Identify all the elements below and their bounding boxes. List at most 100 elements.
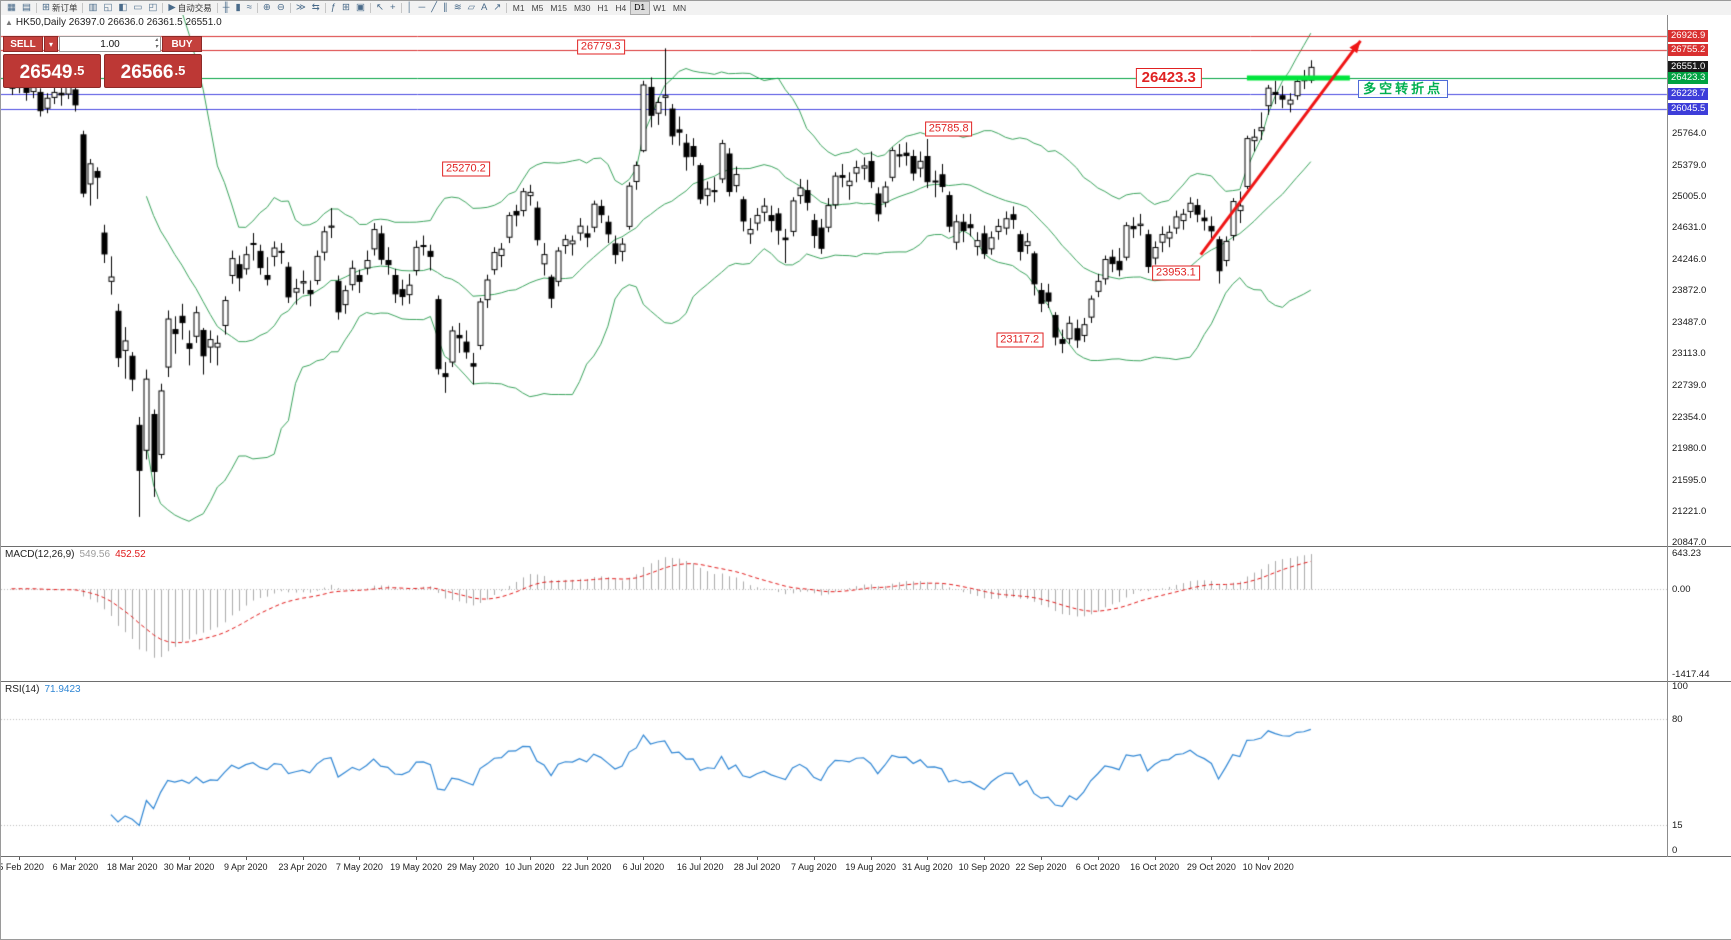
timeframe-M30[interactable]: M30 xyxy=(573,3,591,13)
time-axis-label: 22 Jun 2020 xyxy=(561,862,612,872)
timeframe-H4[interactable]: H4 xyxy=(615,3,627,13)
data-window-button[interactable]: ◱ xyxy=(100,2,115,14)
new-order-button[interactable]: ⊞ 新订单 xyxy=(39,2,80,14)
time-axis-label: 6 Mar 2020 xyxy=(52,862,99,872)
zoom-out-button[interactable]: ⊖ xyxy=(274,2,288,14)
time-axis-tick xyxy=(700,857,701,860)
rsi-axis-label: 80 xyxy=(1672,713,1683,725)
timeframe-H1[interactable]: H1 xyxy=(597,3,609,13)
price-axis-badge: 26423.3 xyxy=(1668,71,1709,84)
timeframe-M15[interactable]: M15 xyxy=(550,3,567,13)
symbol-ohlc-header: ▲ HK50,Daily 26397.0 26636.0 26361.5 2655… xyxy=(5,17,222,28)
chart-profiles-icon: ▤ xyxy=(21,2,31,13)
time-axis-label: 30 Mar 2020 xyxy=(163,862,215,872)
rsi-label: RSI(14) 71.9423 xyxy=(5,684,81,695)
spinner-up-icon[interactable]: ▴ xyxy=(154,37,158,43)
shapes-icon: ▱ xyxy=(467,2,475,13)
trendline-button[interactable]: ╱ xyxy=(428,2,440,14)
time-axis-label: 25 Feb 2020 xyxy=(1,862,44,872)
sell-price: 26549 xyxy=(19,62,73,83)
text-label-button[interactable]: A xyxy=(478,2,490,14)
crosshair-button[interactable]: + xyxy=(387,2,399,14)
time-axis-label: 6 Oct 2020 xyxy=(1075,862,1120,872)
market-watch-button[interactable]: ▥ xyxy=(85,2,100,14)
sell-button[interactable]: SELL xyxy=(3,36,43,52)
buy-button[interactable]: BUY xyxy=(162,36,202,52)
timeframe-M1[interactable]: M1 xyxy=(512,3,525,13)
new-order-icon: ⊞ xyxy=(41,2,50,13)
price-callout[interactable]: 25270.2 xyxy=(442,161,490,177)
new-chart-button[interactable]: ▦ xyxy=(4,2,19,14)
rsi-axis-label: 15 xyxy=(1672,820,1683,832)
indicators-button[interactable]: ƒ xyxy=(328,2,339,14)
price-callout[interactable]: 26423.3 xyxy=(1135,67,1202,88)
trendline-icon: ╱ xyxy=(431,2,437,13)
auto-scroll-button[interactable]: ≫ xyxy=(293,2,309,14)
time-axis-label: 10 Nov 2020 xyxy=(1242,862,1294,872)
fibonacci-button[interactable]: ≋ xyxy=(451,2,465,14)
price-axis-label: 21221.0 xyxy=(1672,505,1707,517)
auto-trading-button[interactable]: ▶ 自动交易 xyxy=(165,2,214,14)
text-label-icon: A xyxy=(480,2,488,13)
templates-button[interactable]: ▣ xyxy=(353,2,368,14)
horizontal-line-button[interactable]: ─ xyxy=(415,2,428,14)
main-chart-canvas[interactable] xyxy=(1,15,1731,546)
time-axis: 25 Feb 2020 6 Mar 2020 18 Mar 2020 30 Mar 2… xyxy=(1,857,1731,879)
timeframe-MN[interactable]: MN xyxy=(672,3,687,13)
add-indicator-button[interactable]: ⊞ xyxy=(339,2,353,14)
time-axis-tick xyxy=(303,857,304,860)
navigator-icon: ◧ xyxy=(118,2,128,13)
toolbar-separator xyxy=(35,3,37,13)
time-axis-label: 7 Aug 2020 xyxy=(791,862,837,872)
price-axis-label: 25005.0 xyxy=(1672,191,1707,203)
toolbar-separator xyxy=(400,3,402,13)
time-axis-tick xyxy=(871,857,872,860)
arrow-tool-button[interactable]: ↗ xyxy=(490,2,504,14)
channel-button[interactable]: ∥ xyxy=(440,2,451,14)
add-indicator-icon: ⊞ xyxy=(342,2,351,13)
price-callout[interactable]: 26779.3 xyxy=(576,39,625,55)
navigator-button[interactable]: ◧ xyxy=(115,2,130,14)
time-axis-tick xyxy=(1098,857,1099,860)
shapes-button[interactable]: ▱ xyxy=(465,2,478,14)
price-axis-badge: 26045.5 xyxy=(1668,103,1709,116)
timeframe-W1[interactable]: W1 xyxy=(653,3,666,13)
zoom-in-button[interactable]: ⊕ xyxy=(260,2,274,14)
price-axis-label: 23872.0 xyxy=(1672,285,1707,297)
rsi-canvas[interactable] xyxy=(1,682,1731,856)
timeframe-M5[interactable]: M5 xyxy=(531,3,544,13)
sell-price-button[interactable]: 26549.5 xyxy=(3,54,101,88)
price-axis-badge: 26755.2 xyxy=(1668,44,1709,57)
candlestick-chart-button[interactable]: ▮ xyxy=(232,2,243,14)
bar-chart-button[interactable]: ╫ xyxy=(220,2,233,14)
rsi-axis-label: 0 xyxy=(1672,845,1678,856)
price-callout[interactable]: 23953.1 xyxy=(1152,265,1200,281)
toolbar-separator xyxy=(82,3,84,13)
buy-price-button[interactable]: 26566.5 xyxy=(104,54,202,88)
line-chart-button[interactable]: ≈ xyxy=(244,2,255,14)
strategy-tester-button[interactable]: ◰ xyxy=(145,2,160,14)
price-axis-label: 25764.0 xyxy=(1672,127,1707,139)
toolbar-separator xyxy=(370,3,371,13)
timeframe-D1[interactable]: D1 xyxy=(629,1,650,15)
price-axis-badge: 26926.9 xyxy=(1668,30,1709,43)
chart-shift-button[interactable]: ⇆ xyxy=(309,2,323,14)
sell-dropdown-caret-icon[interactable]: ▾ xyxy=(44,36,58,52)
macd-canvas[interactable] xyxy=(1,547,1731,681)
price-callout[interactable]: 25785.8 xyxy=(924,121,973,137)
price-axis-label: 25379.0 xyxy=(1672,159,1707,171)
main-chart-panel: ▲ HK50,Daily 26397.0 26636.0 26361.5 2655… xyxy=(1,15,1731,549)
vertical-line-button[interactable]: │ xyxy=(404,2,416,14)
volume-input[interactable]: 1.00 ▴ ▾ xyxy=(59,36,161,52)
price-callout[interactable]: 23117.2 xyxy=(996,332,1044,348)
volume-spinner[interactable]: ▴ ▾ xyxy=(155,37,158,51)
turning-point-note[interactable]: 多空转折点 xyxy=(1358,80,1449,99)
cursor-button[interactable]: ↖ xyxy=(373,2,387,14)
buy-price: 26566 xyxy=(120,62,174,83)
chart-profiles-button[interactable]: ▤ xyxy=(19,2,34,14)
terminal-button[interactable]: ▭ xyxy=(130,2,145,14)
spinner-down-icon[interactable]: ▾ xyxy=(154,44,158,50)
macd-label: MACD(12,26,9) 549.56 452.52 xyxy=(5,549,146,560)
time-axis-tick xyxy=(359,857,360,860)
price-axis-label: 20847.0 xyxy=(1672,537,1707,549)
